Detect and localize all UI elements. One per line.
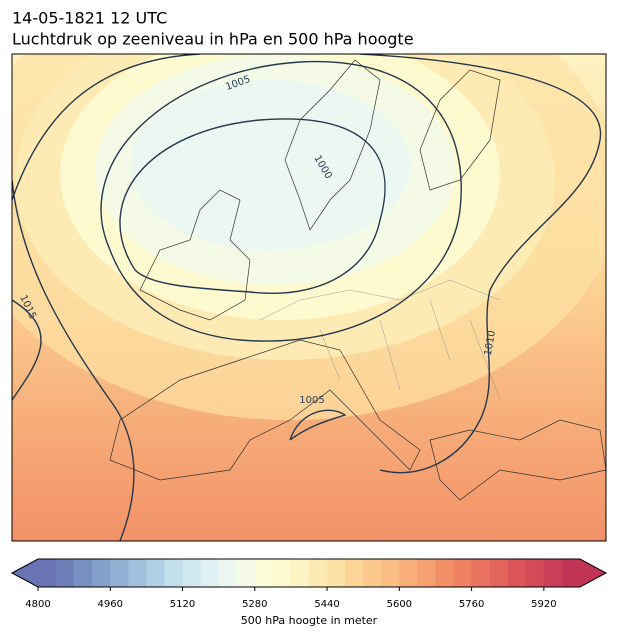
colorbar-bin: [435, 559, 455, 587]
colorbar-bin: [417, 559, 436, 587]
colorbar-bin: [525, 559, 545, 587]
colorbar-bin: [74, 559, 93, 587]
colorbar-bin: [164, 559, 184, 587]
colorbar-bin: [561, 559, 581, 587]
colorbar-bin: [345, 559, 364, 587]
subtitle: Luchtdruk op zeeniveau in hPa en 500 hPa…: [12, 30, 414, 49]
contour: [12, 54, 602, 474]
colorbar-bin: [507, 559, 527, 587]
colorbar-bin: [182, 559, 202, 587]
border: [259, 279, 501, 401]
tick-label: 5120: [170, 599, 195, 610]
coastline: [109, 339, 421, 481]
colorbar-bin: [489, 559, 509, 587]
coastline: [139, 189, 251, 321]
contour: [119, 118, 386, 294]
colorbar-bin: [471, 559, 491, 587]
colorbar: 4800 4960 5120 5280 5440 5600 5760 5920: [10, 558, 608, 610]
colorbar-bin: [381, 559, 400, 587]
field-band: [130, 80, 410, 250]
contour: [12, 179, 135, 541]
tick-label: 4800: [25, 599, 50, 610]
colorbar-over: [580, 559, 606, 587]
contour-label: 1010: [483, 330, 498, 357]
coastline: [429, 419, 606, 501]
contour-label: 1005: [299, 395, 324, 406]
contour: [100, 60, 462, 342]
colorbar-under: [12, 559, 38, 587]
colorbar-bin: [543, 559, 563, 587]
colorbar-bin: [56, 559, 75, 587]
coastline: [419, 69, 501, 191]
colorbar-bin: [236, 559, 256, 587]
colorbar-bin: [38, 559, 57, 587]
colorbar-bin: [128, 559, 147, 587]
title: 14-05-1821 12 UTC: [12, 9, 167, 28]
tick-label: 4960: [98, 599, 123, 610]
colorbar-bin: [363, 559, 382, 587]
tick-label: 5440: [314, 599, 339, 610]
colorbar-bin: [309, 559, 328, 587]
colorbar-bin: [453, 559, 473, 587]
colorbar-bin: [218, 559, 238, 587]
tick-label: 5280: [242, 599, 267, 610]
map: [12, 54, 606, 541]
tick-label: 5760: [459, 599, 484, 610]
contour: [289, 409, 347, 441]
colorbar-bin: [327, 559, 346, 587]
tick-label: 5920: [531, 599, 556, 610]
colorbar-bin: [200, 559, 220, 587]
colorbar-bin: [399, 559, 418, 587]
colorbar-bin: [110, 559, 129, 587]
colorbar-bin: [290, 559, 310, 587]
map-frame: [11, 53, 607, 542]
colorbar-bin: [146, 559, 165, 587]
colorbar-bin: [254, 559, 274, 587]
coastline: [284, 59, 381, 231]
colorbar-label: 500 hPa hoogte in meter: [241, 614, 378, 627]
tick-label: 5600: [387, 599, 412, 610]
colorbar-bin: [92, 559, 111, 587]
colorbar-bin: [272, 559, 292, 587]
